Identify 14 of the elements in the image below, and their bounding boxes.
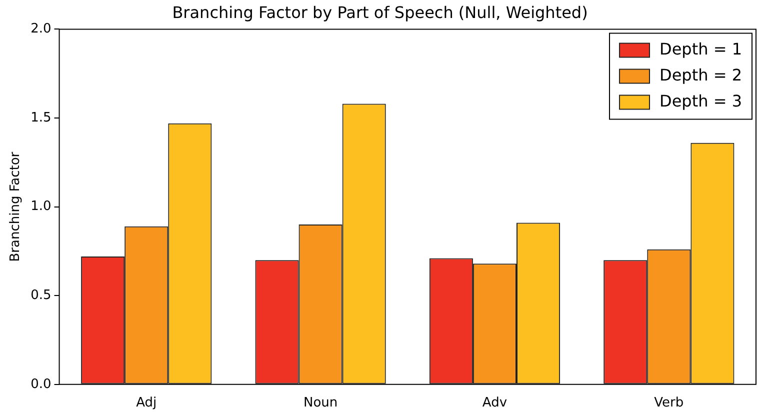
x-tick-label: Verb: [654, 396, 684, 411]
legend-label: Depth = 3: [660, 91, 742, 110]
y-tick-label: 2.0: [30, 22, 52, 37]
y-tick-label: 1.5: [30, 110, 52, 126]
y-tick-label: 1.0: [30, 199, 52, 214]
y-tick-label: 0.5: [30, 288, 52, 303]
y-tick-label: 0.0: [30, 376, 52, 392]
chart-title: Branching Factor by Part of Speech (Null, Weighted): [172, 2, 588, 22]
x-tick-label: Noun: [303, 396, 338, 411]
x-tick-label: Adj: [136, 396, 157, 411]
y-axis-title: Branching Factor: [8, 151, 24, 262]
legend-label: Depth = 2: [660, 65, 742, 84]
x-tick-label: Adv: [482, 396, 508, 411]
legend-label: Depth = 1: [660, 39, 742, 58]
